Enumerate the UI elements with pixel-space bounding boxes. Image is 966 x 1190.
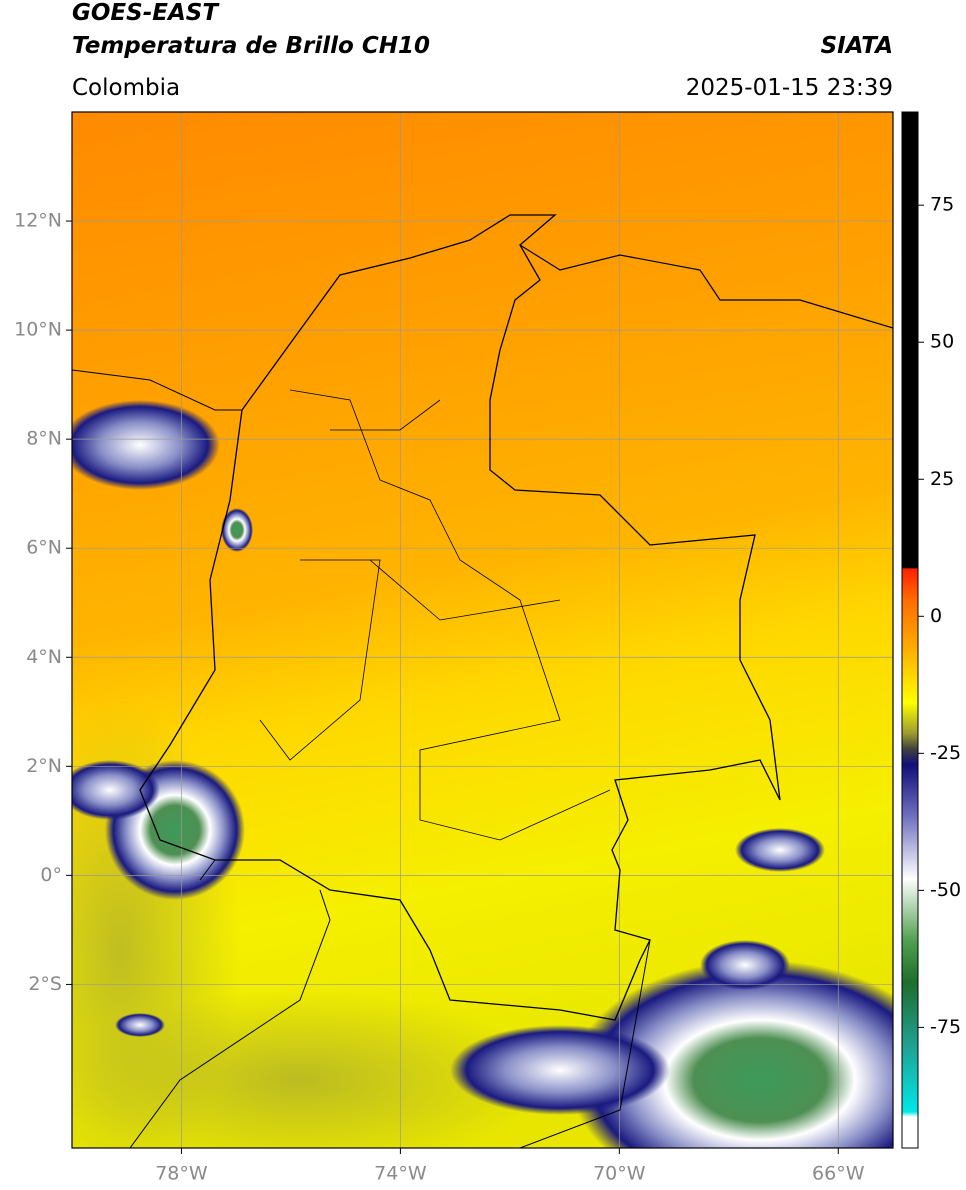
cloud	[570, 960, 893, 1148]
cloud	[72, 400, 220, 490]
title: GOES-EAST	[72, 0, 220, 26]
cloud	[735, 828, 825, 872]
colorbar-ticks: 75 50 25 0 -25 -50 -75	[918, 194, 961, 1038]
colorbar-tick-label: -25	[930, 742, 961, 764]
map-frame	[71, 111, 894, 1149]
y-tick-label: 2°N	[26, 755, 62, 777]
department-borders	[259, 389, 611, 841]
y-tick-label: 8°N	[26, 428, 62, 450]
cloud	[72, 760, 160, 820]
y-tick-label: 6°N	[26, 537, 62, 559]
source: SIATA	[821, 33, 893, 59]
map-image	[72, 112, 893, 1148]
y-tick-label: 2°S	[28, 973, 62, 995]
y-tick-label: 10°N	[14, 319, 62, 341]
x-tick-label: 70°W	[593, 1163, 646, 1185]
colorbar-tick-label: 0	[930, 605, 942, 627]
x-tick-label: 78°W	[155, 1163, 208, 1185]
colorbar-tick-label: 75	[930, 194, 954, 216]
cloud	[221, 508, 253, 552]
colorbar-tick-label: 50	[930, 331, 954, 353]
subtitle: Temperatura de Brillo CH10	[72, 33, 430, 59]
x-tick-label: 74°W	[374, 1163, 427, 1185]
cloud	[115, 1013, 165, 1037]
grid	[72, 112, 893, 1148]
colorbar	[901, 111, 919, 1149]
haze	[72, 990, 550, 1148]
venezuela-coast	[519, 244, 893, 329]
colorbar-tick-label: -75	[930, 1016, 961, 1038]
colombia-border	[139, 214, 781, 1021]
timestamp: 2025-01-15 23:39	[686, 75, 893, 101]
y-tick-label: 0°	[40, 864, 62, 886]
x-tick-label: 66°W	[812, 1163, 865, 1185]
cloud	[450, 1025, 670, 1115]
colorbar-tick-label: -50	[930, 879, 961, 901]
y-tick-label: 4°N	[26, 646, 62, 668]
border	[72, 369, 651, 1148]
region: Colombia	[72, 75, 180, 101]
colorbar-tick-label: 25	[930, 468, 954, 490]
y-tick-label: 12°N	[14, 210, 62, 232]
cloud	[700, 940, 790, 990]
